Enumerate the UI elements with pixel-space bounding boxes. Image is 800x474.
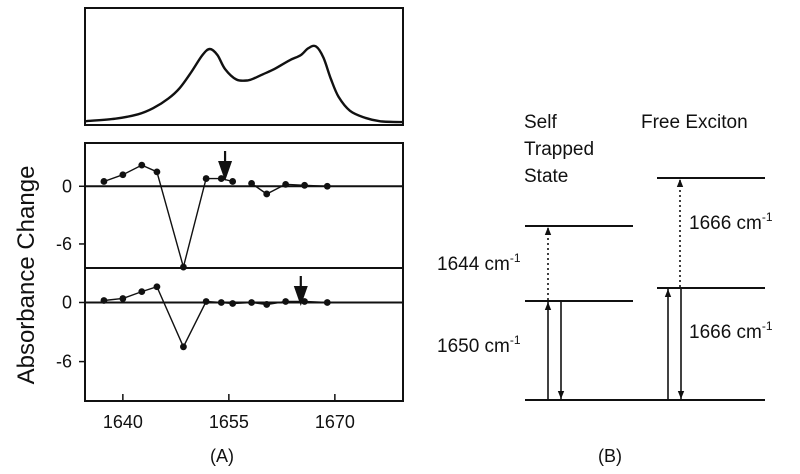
data-point <box>229 300 237 307</box>
self-trapped-title-line-2: Trapped <box>524 139 594 160</box>
data-point <box>153 283 161 291</box>
y-tick-label-1-1: -6 <box>56 234 72 254</box>
data-point <box>217 175 225 182</box>
data-point <box>180 263 187 271</box>
data-point <box>217 299 225 306</box>
data-point <box>248 179 255 187</box>
marker-arrow-head-2 <box>293 286 308 306</box>
gap-value: 1666 cm <box>689 213 762 234</box>
panel-label-a: (A) <box>210 446 234 466</box>
panel-b: Self Trapped State Free Exciton 1644 cm-… <box>437 112 773 466</box>
gap-value: 1666 cm <box>689 322 762 343</box>
data-point <box>119 295 127 302</box>
gap-unit-exponent: -1 <box>762 210 773 224</box>
energy-levels <box>525 177 765 401</box>
self-trapped-solid-gap-label: 1650 cm-1 <box>437 333 521 357</box>
data-point <box>282 298 290 305</box>
difference-line-2-0 <box>103 285 328 349</box>
self-trapped-title-line-1: Self <box>524 112 557 133</box>
gap-value: 1644 cm <box>437 254 510 275</box>
data-point <box>323 299 331 306</box>
gap-value: 1650 cm <box>437 336 510 357</box>
frame-difference-1 <box>84 142 404 269</box>
marker-arrow-head-1 <box>218 161 233 181</box>
free-exciton-title: Free Exciton <box>641 112 748 133</box>
free-exciton-solid-gap-label: 1666 cm-1 <box>689 319 773 343</box>
data-point <box>180 343 187 351</box>
data-point <box>202 175 210 182</box>
y-axis-title: Absorbance Change <box>13 166 40 385</box>
absorption-curve <box>84 44 404 124</box>
data-point <box>282 180 290 188</box>
difference-line-1-0 <box>103 164 233 270</box>
gap-unit-exponent: -1 <box>762 319 773 333</box>
frame-absorption <box>84 7 404 126</box>
data-point <box>323 182 331 190</box>
y-tick-label-2-1: -6 <box>56 352 72 372</box>
data-point <box>202 298 210 305</box>
self-trapped-title-line-3: State <box>524 166 568 187</box>
data-point <box>301 181 308 189</box>
data-point <box>100 178 108 185</box>
x-tick-label: 1655 <box>209 412 249 432</box>
data-point <box>119 171 127 179</box>
data-point <box>263 301 271 308</box>
x-tick-label: 1670 <box>315 412 355 432</box>
x-tick-label: 1640 <box>103 412 143 432</box>
free-exciton-dotted-gap-label: 1666 cm-1 <box>689 210 773 234</box>
data-point <box>100 297 108 304</box>
difference-line-1-1 <box>251 182 328 195</box>
gap-unit-exponent: -1 <box>510 333 521 347</box>
self-trapped-dotted-gap-label: 1644 cm-1 <box>437 251 521 275</box>
transition-arrows <box>544 179 685 399</box>
panel-a-plots: 0 -6 0 -6 1640 1655 1670 <box>56 44 404 432</box>
y-tick-label-1-0: 0 <box>62 176 72 196</box>
y-tick-label-2-0: 0 <box>62 292 72 312</box>
panel-a: 0 -6 0 -6 1640 1655 1670 Absorbance Change (A) <box>13 7 404 466</box>
data-point <box>229 178 237 185</box>
data-point <box>248 299 255 306</box>
frame-difference-2 <box>84 267 404 402</box>
gap-unit-exponent: -1 <box>510 251 521 265</box>
panel-label-b: (B) <box>598 446 622 466</box>
data-point <box>138 161 146 169</box>
data-point <box>153 168 161 176</box>
data-point <box>138 288 146 296</box>
data-point <box>263 190 271 198</box>
